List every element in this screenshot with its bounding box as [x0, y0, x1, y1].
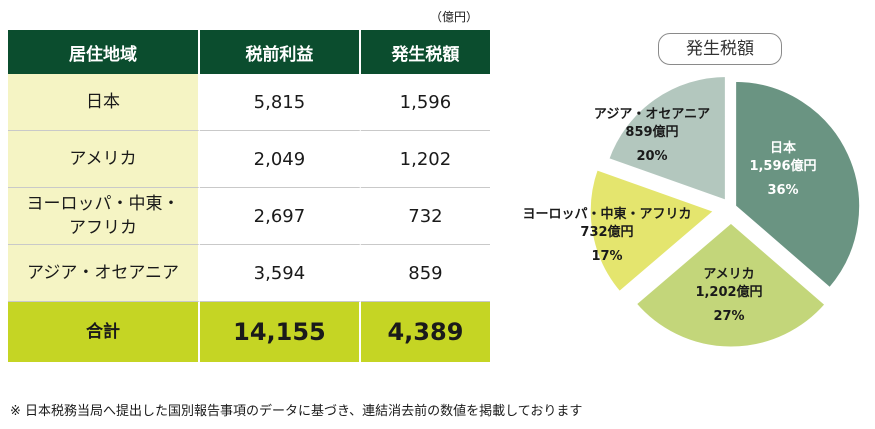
region-cell: アメリカ	[8, 131, 200, 188]
table-row: 日本 5,815 1,596	[8, 74, 490, 131]
pie-slice	[733, 78, 863, 291]
pretax-cell: 3,594	[200, 245, 361, 302]
table-header-row: 居住地域 税前利益 発生税額	[8, 30, 490, 74]
slice-name-label: アジア・オセアニア	[594, 107, 710, 122]
total-row: 合計 14,155 4,389	[8, 302, 490, 362]
slice-percent-label: 17%	[591, 249, 622, 264]
pretax-cell: 2,697	[200, 188, 361, 245]
tax-cell: 1,202	[360, 131, 490, 188]
slice-value-label: 859億円	[625, 124, 678, 140]
unit-label: （億円）	[430, 10, 479, 24]
total-label: 合計	[8, 302, 200, 362]
table-row: ヨーロッパ・中東・ アフリカ 2,697 732	[8, 188, 490, 245]
footnote: ※ 日本税務当局へ提出した国別報告事項のデータに基づき、連結消去前の数値を掲載し…	[10, 404, 583, 419]
pie-title: 発生税額	[658, 33, 782, 65]
region-line-1: ヨーロッパ・中東・	[26, 194, 180, 214]
region-line-2: アフリカ	[69, 218, 137, 238]
tax-table: 居住地域 税前利益 発生税額 日本 5,815 1,596 アメリカ 2,049…	[8, 30, 490, 362]
slice-value-label: 1,596億円	[749, 158, 816, 174]
pretax-cell: 2,049	[200, 131, 361, 188]
slice-percent-label: 36%	[767, 183, 798, 198]
slice-value-label: 732億円	[580, 224, 633, 240]
header-pretax: 税前利益	[200, 30, 361, 74]
slice-percent-label: 27%	[713, 309, 744, 324]
pie-slice	[633, 220, 829, 350]
total-tax: 4,389	[360, 302, 490, 362]
region-cell: アジア・オセアニア	[8, 245, 200, 302]
pie-slice	[587, 166, 719, 295]
total-pretax: 14,155	[200, 302, 361, 362]
slice-name-label: 日本	[770, 140, 796, 156]
pretax-cell: 5,815	[200, 74, 361, 131]
slice-name-label: アメリカ	[703, 267, 754, 282]
tax-cell: 859	[360, 245, 490, 302]
slice-value-label: 1,202億円	[695, 284, 762, 300]
table-row: アジア・オセアニア 3,594 859	[8, 245, 490, 302]
tax-cell: 732	[360, 188, 490, 245]
table-row: アメリカ 2,049 1,202	[8, 131, 490, 188]
slice-percent-label: 20%	[636, 149, 667, 164]
tax-cell: 1,596	[360, 74, 490, 131]
header-region: 居住地域	[8, 30, 200, 74]
slice-name-label: ヨーロッパ・中東・アフリカ	[522, 206, 691, 222]
header-tax: 発生税額	[360, 30, 490, 74]
region-cell: ヨーロッパ・中東・ アフリカ	[8, 188, 200, 245]
region-cell: 日本	[8, 74, 200, 131]
pie-slice	[605, 73, 728, 204]
